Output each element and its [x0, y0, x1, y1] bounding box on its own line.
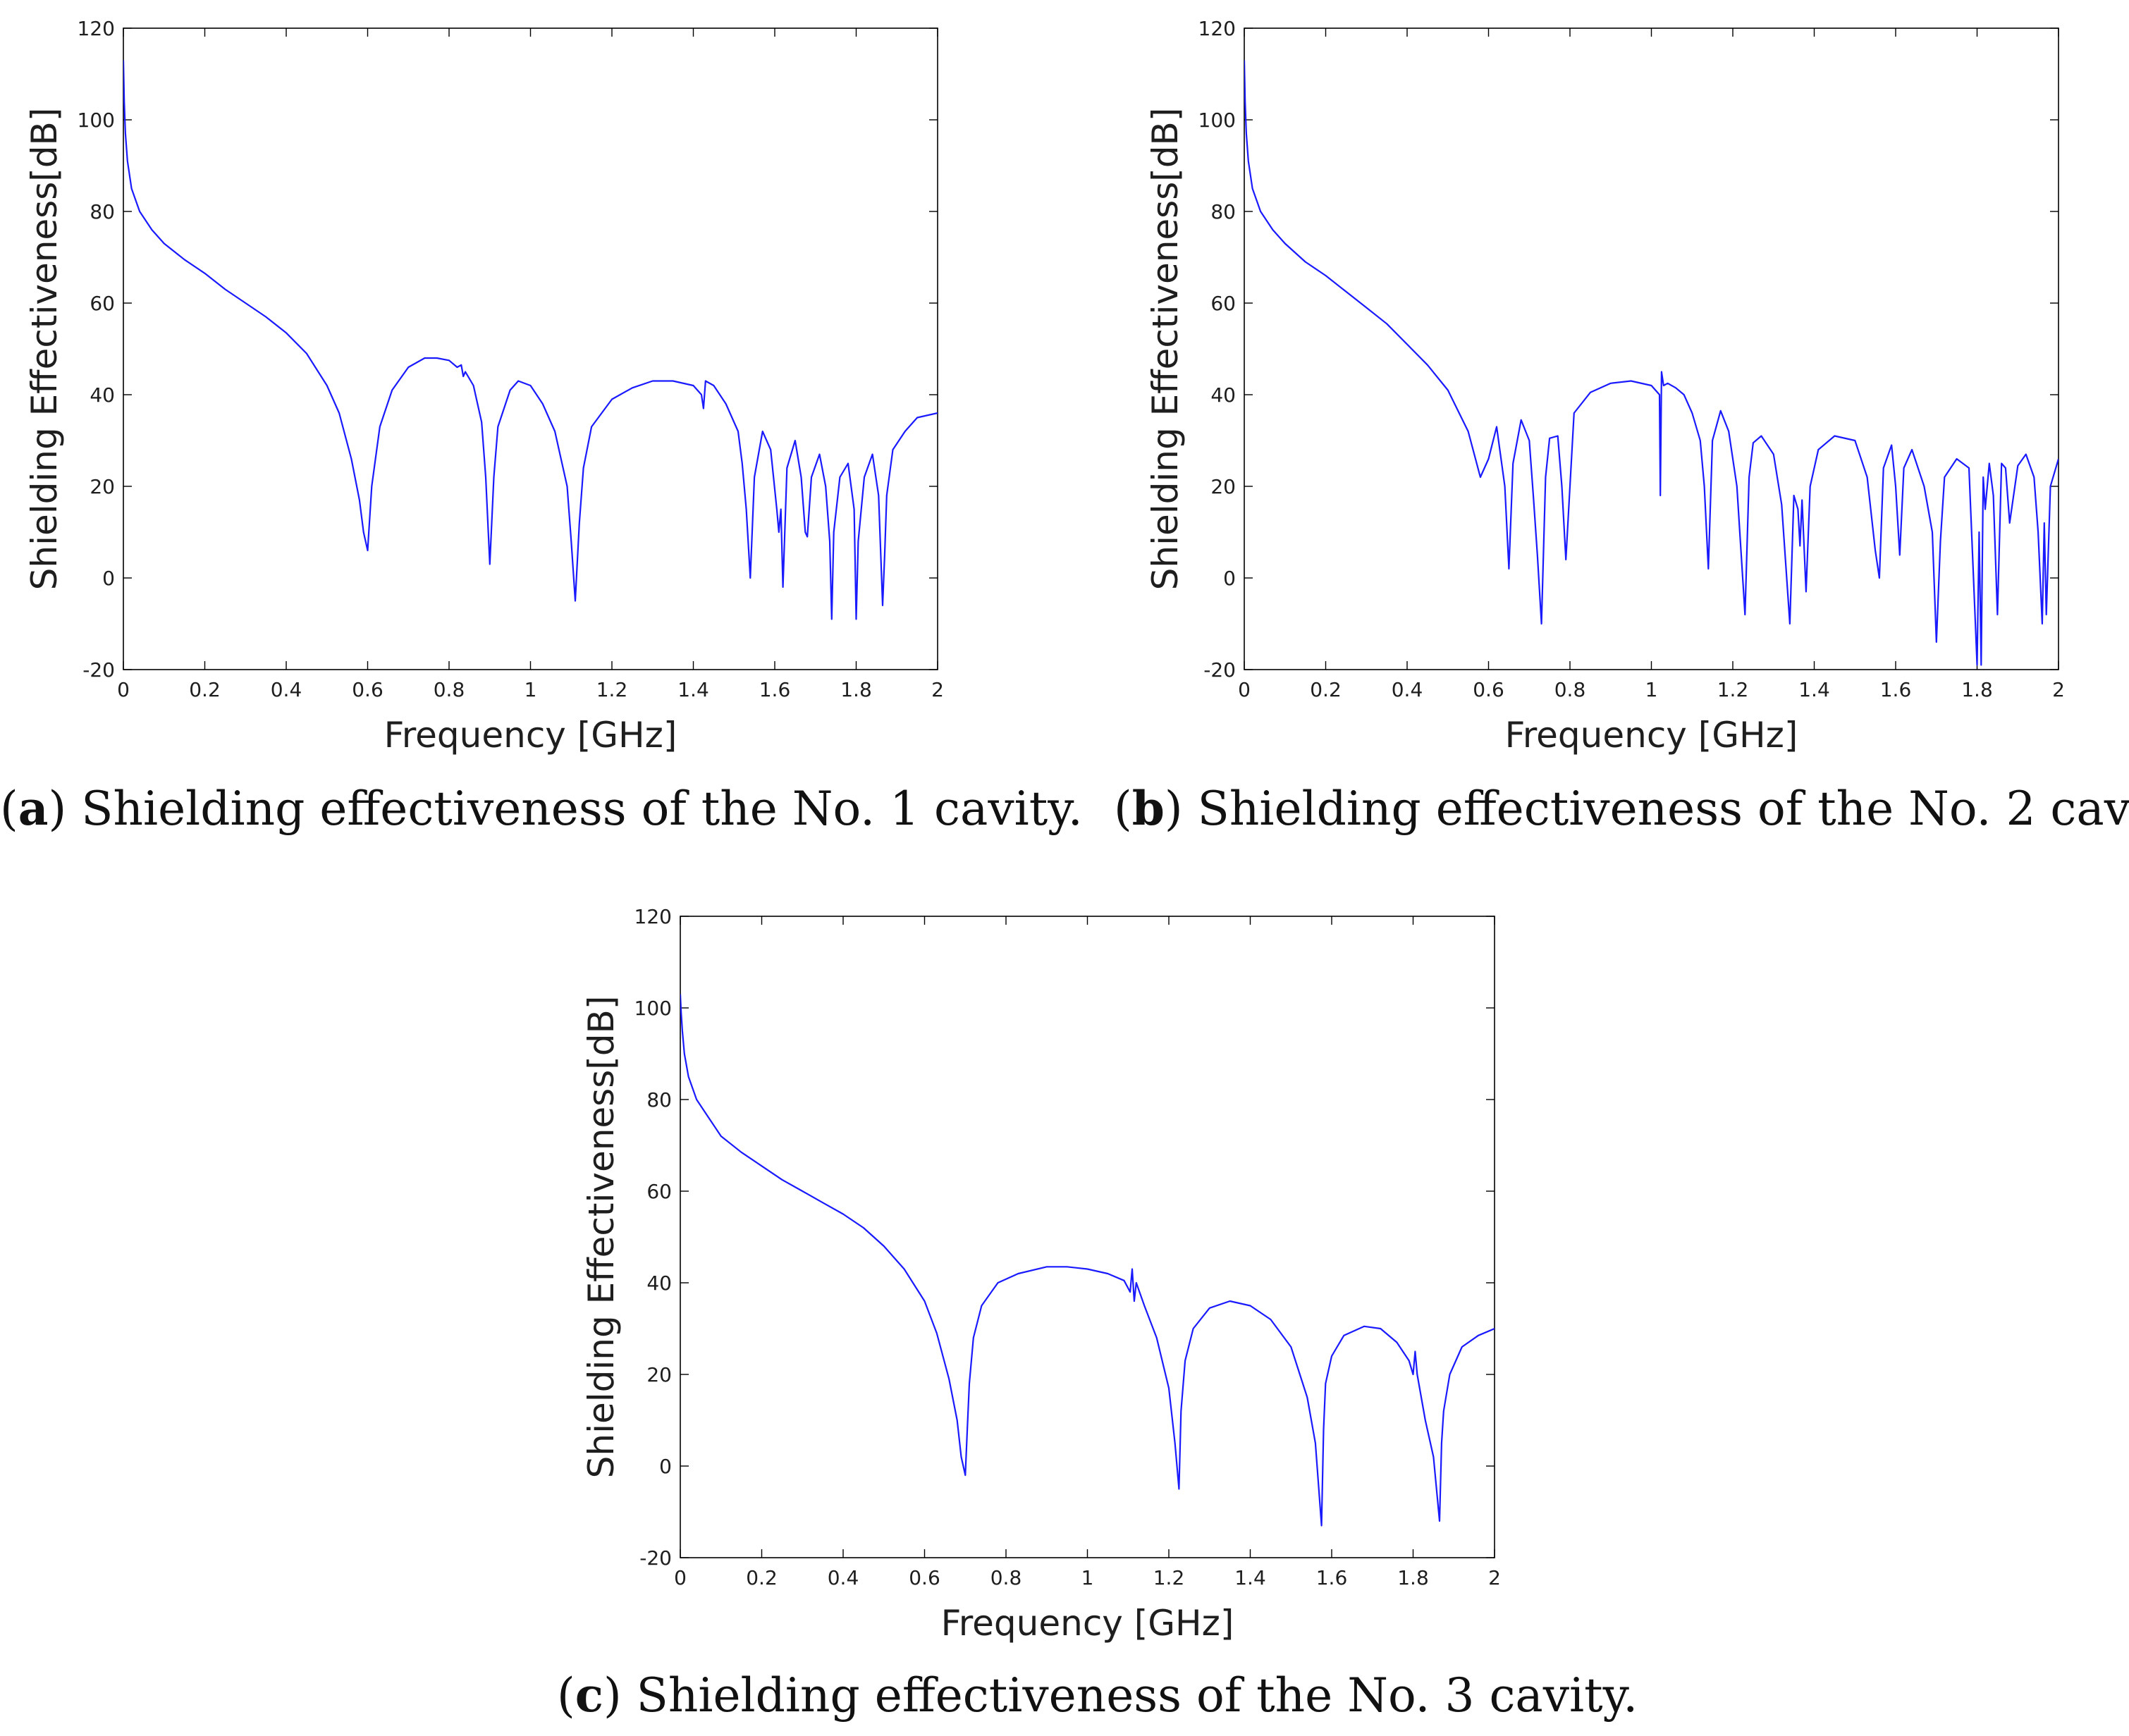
y-tick-label: -20	[82, 658, 115, 682]
y-tick-label: 0	[659, 1455, 672, 1478]
x-tick-label: 1.8	[1961, 678, 1993, 701]
y-tick-label: 80	[90, 200, 115, 223]
y-axis-label: Shielding Effectiveness[dB]	[24, 108, 65, 591]
y-tick-label: 80	[646, 1088, 672, 1112]
y-tick-label: 80	[1210, 200, 1236, 223]
chart-b: 0 0.2 0.4 0.6 0.8 1 1.2 1.4 1.6 1.8 2-200204060801…	[1145, 17, 2065, 756]
y-tick-label: 20	[1210, 475, 1236, 498]
y-tick-label: 40	[90, 383, 115, 407]
x-tick-label: 1.6	[1316, 1566, 1348, 1589]
x-tick-label: 1.8	[1397, 1566, 1429, 1589]
x-tick-label: 1.6	[759, 678, 791, 701]
y-tick-label: 0	[1223, 567, 1236, 590]
x-tick-label: 0.8	[434, 678, 465, 701]
y-tick-label: 60	[90, 292, 115, 315]
y-tick-label: 100	[1198, 109, 1236, 132]
x-tick-label: 1.2	[1153, 1566, 1185, 1589]
y-tick-label: -20	[639, 1546, 672, 1570]
caption-c: (c) Shielding effectiveness of the No. 3…	[557, 1668, 1638, 1723]
x-tick-label: 0.4	[271, 678, 302, 701]
x-tick-label: 0.4	[1392, 678, 1423, 701]
x-tick-label: 1.4	[1798, 678, 1830, 701]
x-tick-label: 0.4	[828, 1566, 859, 1589]
x-tick-label: 0	[117, 678, 130, 701]
x-tick-label: 2	[1488, 1566, 1501, 1589]
series-line	[123, 60, 938, 620]
y-tick-label: 60	[1210, 292, 1236, 315]
plot-frame	[680, 916, 1495, 1558]
x-tick-label: 0	[674, 1566, 687, 1589]
y-tick-label: -20	[1203, 658, 1236, 682]
chart-a: 0 0.2 0.4 0.6 0.8 1 1.2 1.4 1.6 1.8 2-200204060801…	[24, 17, 944, 756]
x-tick-label: 0.2	[1310, 678, 1342, 701]
x-tick-label: 0.6	[909, 1566, 940, 1589]
x-axis-label: Frequency [GHz]	[941, 1603, 1234, 1644]
x-tick-label: 1	[1645, 678, 1658, 701]
x-tick-label: 0.2	[746, 1566, 778, 1589]
plot-frame	[1244, 27, 2059, 670]
x-tick-label: 0.6	[1473, 678, 1504, 701]
x-tick-label: 0.8	[1554, 678, 1586, 701]
y-tick-label: 20	[646, 1363, 672, 1386]
y-axis-label: Shielding Effectiveness[dB]	[1145, 108, 1186, 591]
y-tick-label: 100	[78, 109, 115, 132]
y-tick-label: 120	[634, 905, 672, 928]
x-tick-label: 1	[1081, 1566, 1094, 1589]
x-tick-label: 1.4	[677, 678, 709, 701]
x-tick-label: 2	[2052, 678, 2065, 701]
y-tick-label: 60	[646, 1180, 672, 1203]
y-tick-label: 0	[102, 567, 115, 590]
chart-panel-b: 0 0.2 0.4 0.6 0.8 1 1.2 1.4 1.6 1.8 2 -20 0 20 40 60 80 1…	[1121, 0, 2122, 768]
x-tick-label: 0.6	[352, 678, 384, 701]
x-tick-label: 0.8	[990, 1566, 1022, 1589]
x-axis-label: Frequency [GHz]	[384, 715, 677, 756]
series-line	[680, 994, 1495, 1527]
y-axis-label: Shielding Effectiveness[dB]	[581, 996, 622, 1479]
y-tick-label: 120	[78, 17, 115, 40]
x-tick-label: 2	[931, 678, 944, 701]
caption-b: (b) Shielding effectiveness of the No. 2…	[1114, 781, 2129, 836]
y-tick-label: 100	[634, 997, 672, 1020]
series-line	[1244, 60, 2059, 666]
x-tick-label: 1.2	[1717, 678, 1749, 701]
x-tick-label: 1.4	[1234, 1566, 1266, 1589]
x-tick-label: 0	[1238, 678, 1251, 701]
x-tick-label: 1	[524, 678, 537, 701]
caption-a: (a) Shielding effectiveness of the No. 1…	[0, 781, 1083, 836]
chart-panel-a: 0 0.2 0.4 0.6 0.8 1 1.2 1.4 1.6 1.8 2 -20 0 20 40 60 80 1…	[0, 0, 1001, 768]
chart-panel-c: 0 0.2 0.4 0.6 0.8 1 1.2 1.4 1.6 1.8 2 -20 0 20 40 60 80 1…	[557, 888, 1558, 1656]
x-tick-label: 1.2	[596, 678, 628, 701]
y-tick-label: 20	[90, 475, 115, 498]
y-tick-label: 40	[1210, 383, 1236, 407]
y-tick-label: 40	[646, 1272, 672, 1295]
x-tick-label: 1.6	[1880, 678, 1912, 701]
y-tick-label: 120	[1198, 17, 1236, 40]
plot-frame	[123, 27, 938, 670]
x-tick-label: 0.2	[189, 678, 221, 701]
x-tick-label: 1.8	[840, 678, 872, 701]
chart-c: 0 0.2 0.4 0.6 0.8 1 1.2 1.4 1.6 1.8 2-200204060801…	[581, 905, 1501, 1644]
x-axis-label: Frequency [GHz]	[1505, 715, 1798, 756]
